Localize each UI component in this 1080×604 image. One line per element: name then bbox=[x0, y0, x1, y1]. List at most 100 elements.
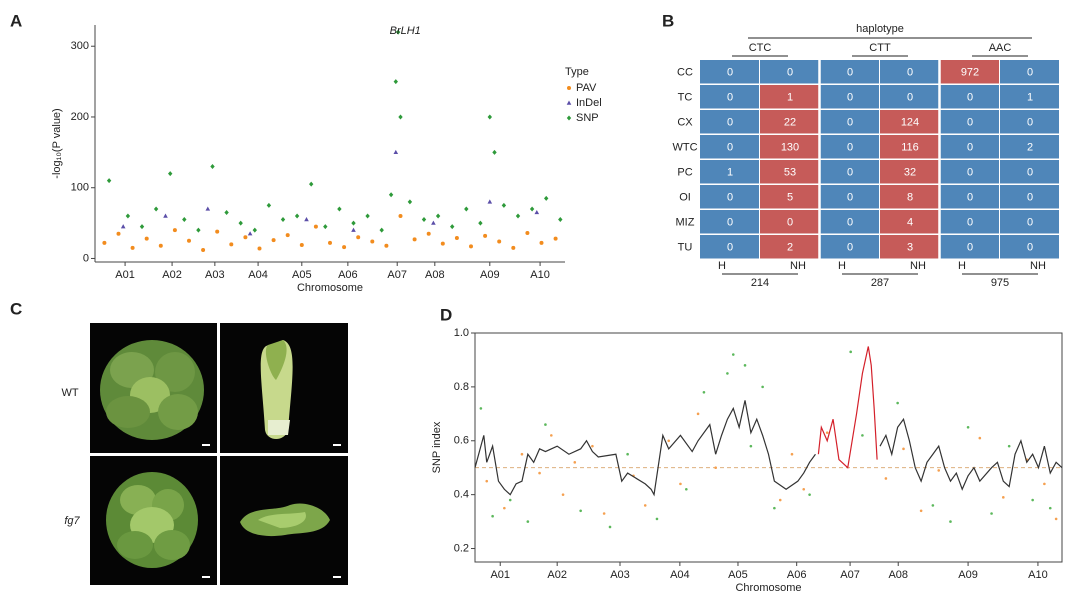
row-label: CC bbox=[677, 66, 693, 78]
y-tick-label: 100 bbox=[71, 182, 89, 194]
subcolumn-label: NH bbox=[790, 260, 806, 272]
cell-value: 0 bbox=[1027, 241, 1033, 253]
point bbox=[379, 227, 384, 233]
point bbox=[538, 471, 541, 475]
point bbox=[602, 512, 606, 515]
x-tick-label: A09 bbox=[480, 269, 500, 281]
table-cell bbox=[700, 60, 759, 84]
table-cell bbox=[700, 110, 759, 134]
table-cell bbox=[1000, 110, 1059, 134]
row-label: WT bbox=[61, 387, 78, 399]
cell-value: 2 bbox=[787, 241, 793, 253]
table-cell bbox=[760, 160, 819, 184]
cell-value: 0 bbox=[967, 216, 973, 228]
cell-value: 0 bbox=[727, 141, 733, 153]
cell-value: 2 bbox=[1027, 141, 1033, 153]
cell-value: 0 bbox=[847, 116, 853, 128]
cell-value: 22 bbox=[784, 116, 796, 128]
cell-value: 0 bbox=[847, 166, 853, 178]
y-tick-label: 0.6 bbox=[454, 435, 469, 447]
table-cell bbox=[940, 235, 999, 259]
point bbox=[168, 171, 173, 177]
table-cell bbox=[700, 160, 759, 184]
point bbox=[125, 213, 131, 219]
point bbox=[431, 220, 436, 225]
point bbox=[487, 199, 493, 204]
y-tick-label: 0 bbox=[83, 252, 89, 264]
cell-value: 0 bbox=[1027, 166, 1033, 178]
point bbox=[299, 243, 304, 248]
x-tick-label: A02 bbox=[162, 269, 182, 281]
point bbox=[328, 240, 332, 245]
point bbox=[773, 506, 776, 510]
cell-value: 53 bbox=[784, 166, 796, 178]
point bbox=[398, 214, 403, 219]
cell-value: 0 bbox=[907, 66, 913, 78]
table-cell bbox=[820, 160, 879, 184]
cell-value: 0 bbox=[907, 91, 913, 103]
group-total: 975 bbox=[991, 277, 1009, 289]
point bbox=[407, 199, 413, 205]
table-cell bbox=[760, 135, 819, 159]
point bbox=[937, 469, 941, 472]
cell-value: 0 bbox=[847, 216, 853, 228]
x-tick-label: A08 bbox=[425, 269, 445, 281]
point bbox=[342, 245, 347, 250]
cell-value: 116 bbox=[901, 141, 919, 153]
cell-value: 1 bbox=[787, 91, 793, 103]
cell-value: 0 bbox=[727, 66, 733, 78]
x-axis-label: Chromosome bbox=[735, 582, 801, 594]
row-label: TU bbox=[678, 241, 693, 253]
point bbox=[591, 444, 594, 448]
subcolumn-label: H bbox=[958, 260, 966, 272]
table-cell bbox=[880, 185, 939, 209]
cell-value: 4 bbox=[907, 216, 913, 228]
cell-value: 0 bbox=[847, 141, 853, 153]
point bbox=[931, 504, 935, 507]
point bbox=[526, 520, 530, 523]
y-axis-label: -log₁₀(P value) bbox=[51, 108, 63, 178]
legend-marker bbox=[566, 100, 572, 105]
table-cell bbox=[1000, 160, 1059, 184]
point bbox=[679, 482, 682, 486]
cell-value: 1 bbox=[727, 166, 733, 178]
point bbox=[550, 434, 553, 437]
x-tick-label: A01 bbox=[115, 269, 135, 281]
table-cell bbox=[1000, 235, 1059, 259]
table-cell bbox=[700, 185, 759, 209]
point bbox=[323, 224, 328, 230]
panel-label: A bbox=[10, 11, 22, 30]
point bbox=[426, 231, 431, 236]
point bbox=[393, 149, 399, 155]
cell-value: 972 bbox=[961, 66, 979, 78]
table-cell bbox=[880, 60, 939, 84]
cell-value: 0 bbox=[967, 116, 973, 128]
point bbox=[1043, 482, 1046, 486]
point bbox=[949, 520, 952, 523]
table-cell bbox=[700, 210, 759, 234]
point bbox=[714, 466, 717, 470]
table-cell bbox=[1000, 135, 1059, 159]
table-cell bbox=[880, 210, 939, 234]
panel-label: D bbox=[440, 305, 452, 324]
point bbox=[919, 509, 923, 513]
row-label: PC bbox=[677, 166, 692, 178]
point bbox=[224, 209, 229, 215]
point bbox=[1048, 506, 1052, 510]
legend-label: InDel bbox=[576, 97, 602, 109]
point bbox=[280, 217, 286, 223]
point bbox=[304, 217, 309, 222]
row-label: CX bbox=[677, 116, 693, 128]
cell-value: 124 bbox=[901, 116, 919, 128]
table-cell bbox=[940, 60, 999, 84]
cell-value: 0 bbox=[847, 191, 853, 203]
group-label: CTC bbox=[749, 42, 772, 54]
x-tick-label: A07 bbox=[387, 269, 407, 281]
point bbox=[210, 163, 215, 169]
table-cell bbox=[1000, 85, 1059, 109]
cell-value: 0 bbox=[787, 66, 793, 78]
point bbox=[238, 220, 243, 226]
table-cell bbox=[820, 135, 879, 159]
point bbox=[553, 236, 558, 241]
table-cell bbox=[820, 60, 879, 84]
